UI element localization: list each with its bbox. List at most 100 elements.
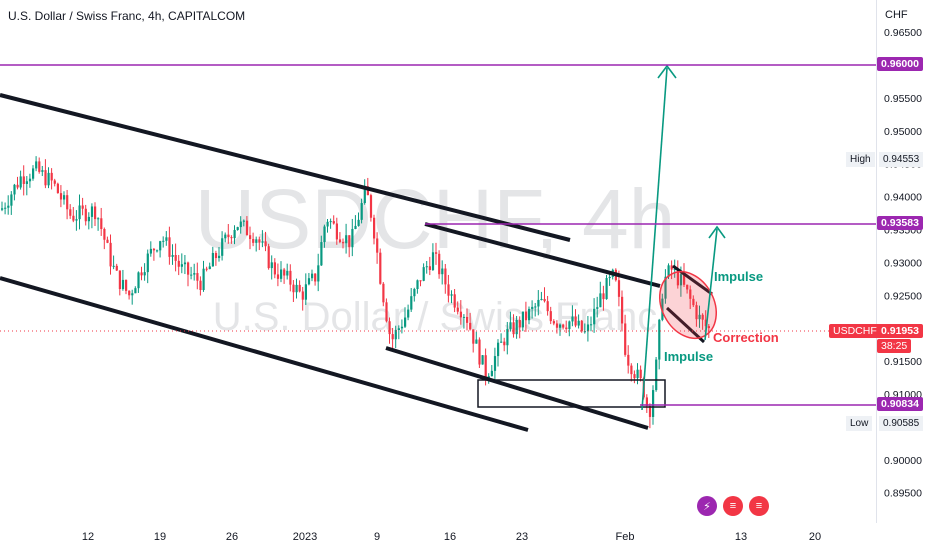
watermark-symbol: USDCHF, 4h bbox=[195, 172, 676, 266]
channel-lower-line[interactable] bbox=[0, 276, 529, 432]
candle-body-214 bbox=[664, 276, 667, 299]
candle-body-62 bbox=[193, 273, 196, 275]
flag-lower-line[interactable] bbox=[665, 306, 706, 344]
lightning-bolt-icon[interactable]: ⚡ bbox=[697, 496, 717, 516]
candle-body-135 bbox=[419, 280, 422, 282]
candle-body-38 bbox=[118, 270, 121, 290]
candle-body-85 bbox=[264, 241, 267, 247]
candle-body-99 bbox=[307, 278, 311, 285]
level-badge-093583: 0.93583 bbox=[877, 216, 923, 230]
candle-body-122 bbox=[379, 252, 382, 284]
candle-body-50 bbox=[156, 250, 159, 252]
candle-body-10 bbox=[32, 168, 35, 179]
candle-body-164 bbox=[509, 322, 512, 329]
candle-body-76 bbox=[236, 227, 239, 230]
candle-body-47 bbox=[146, 253, 149, 273]
price-scale-border bbox=[876, 0, 877, 523]
demand-zone-rect[interactable] bbox=[477, 379, 666, 408]
candle-body-60 bbox=[187, 262, 190, 275]
candle-body-175 bbox=[543, 298, 546, 302]
candle-body-136 bbox=[422, 267, 425, 281]
candle-body-193 bbox=[599, 293, 602, 308]
candle-body-150 bbox=[466, 316, 469, 323]
candle-body-27 bbox=[84, 208, 87, 222]
time-label-1: 19 bbox=[154, 531, 166, 543]
price-tick-2: 0.95500 bbox=[884, 93, 922, 105]
low-tag-value: 0.90585 bbox=[879, 416, 924, 431]
candle-body-64 bbox=[199, 280, 202, 291]
candle-body-170 bbox=[528, 308, 531, 321]
candle-body-130 bbox=[404, 317, 407, 327]
low-tag-label: Low bbox=[846, 416, 873, 431]
candle-body-182 bbox=[565, 327, 568, 330]
candle-body-53 bbox=[165, 237, 168, 241]
candle-body-78 bbox=[242, 220, 245, 222]
candle-body-121 bbox=[376, 238, 379, 253]
candle-body-123 bbox=[382, 283, 385, 303]
time-label-9: 20 bbox=[809, 531, 821, 543]
candle-body-115 bbox=[357, 219, 360, 226]
high-tag-value: 0.94553 bbox=[879, 152, 924, 167]
candle-body-23 bbox=[72, 215, 75, 221]
correction-ellipse[interactable] bbox=[649, 262, 728, 348]
candle-body-29 bbox=[90, 206, 94, 217]
candle-body-217 bbox=[673, 268, 676, 270]
candle-body-131 bbox=[407, 309, 410, 318]
candle-body-211 bbox=[655, 359, 658, 391]
candle-body-145 bbox=[450, 294, 453, 296]
candle-body-127 bbox=[394, 329, 397, 340]
candle-body-166 bbox=[515, 320, 518, 335]
candle-body-30 bbox=[94, 206, 97, 220]
candle-body-212 bbox=[658, 319, 661, 360]
candle-body-209 bbox=[648, 405, 652, 417]
candle-body-208 bbox=[645, 397, 648, 406]
candle-body-95 bbox=[295, 284, 298, 293]
candle-body-189 bbox=[586, 324, 590, 332]
candle-body-210 bbox=[652, 390, 655, 417]
candle-body-117 bbox=[363, 186, 366, 204]
candle-body-196 bbox=[608, 276, 611, 279]
candle-body-18 bbox=[56, 183, 59, 194]
candle-body-32 bbox=[100, 218, 103, 229]
candle-body-181 bbox=[562, 324, 565, 328]
inner-channel-lower-line[interactable] bbox=[385, 346, 649, 430]
candle-body-108 bbox=[335, 223, 338, 240]
price-tick-8: 0.92500 bbox=[884, 290, 922, 302]
candle-body-83 bbox=[258, 239, 261, 243]
impulse-label-2: Impulse bbox=[664, 349, 713, 364]
candle-body-171 bbox=[531, 306, 534, 309]
us-flag-icon[interactable]: ≡ bbox=[723, 496, 743, 516]
inner-channel-upper-line[interactable] bbox=[424, 222, 661, 288]
impulse-arrow-small[interactable] bbox=[704, 228, 718, 341]
channel-upper-line[interactable] bbox=[0, 93, 571, 242]
candle-body-28 bbox=[87, 216, 90, 222]
candle-body-151 bbox=[469, 322, 472, 330]
us-flag-icon-2[interactable]: ≡ bbox=[749, 496, 769, 516]
candle-body-153 bbox=[475, 339, 478, 344]
candle-body-67 bbox=[208, 266, 211, 270]
candle-body-46 bbox=[143, 272, 146, 276]
current-price-badge: 0.91953 bbox=[877, 324, 923, 338]
candle-body-94 bbox=[292, 284, 295, 293]
flag-upper-line[interactable] bbox=[672, 264, 713, 296]
candle-body-59 bbox=[183, 262, 187, 265]
impulse-arrow-big[interactable] bbox=[641, 67, 668, 411]
time-label-7: Feb bbox=[616, 531, 635, 543]
candle-body-226 bbox=[701, 314, 704, 320]
candle-body-178 bbox=[552, 321, 555, 324]
candle-body-132 bbox=[410, 296, 413, 310]
candle-body-79 bbox=[245, 220, 249, 236]
candle-body-185 bbox=[574, 316, 577, 326]
candle-body-56 bbox=[174, 255, 177, 261]
candle-body-91 bbox=[283, 269, 286, 276]
candle-body-12 bbox=[38, 161, 41, 172]
price-tick-10: 0.91500 bbox=[884, 356, 922, 368]
candle-body-92 bbox=[286, 270, 289, 276]
candle-body-96 bbox=[298, 284, 301, 292]
price-tick-7: 0.93000 bbox=[884, 257, 922, 269]
candle-body-224 bbox=[695, 305, 698, 320]
candle-body-126 bbox=[391, 334, 394, 340]
candle-body-66 bbox=[205, 268, 208, 270]
candle-body-22 bbox=[69, 209, 72, 216]
